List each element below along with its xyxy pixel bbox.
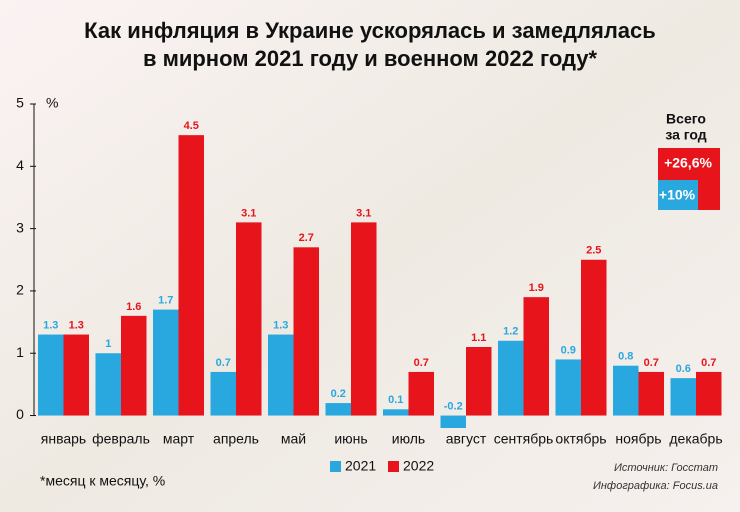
bar: [555, 359, 581, 416]
x-tick-label: сентябрь: [494, 431, 554, 447]
totals-2021: +10%: [659, 187, 696, 203]
value-label: 0.7: [644, 357, 659, 369]
bar: [383, 409, 409, 416]
legend-swatch: [330, 461, 341, 472]
footnote: *месяц к месяцу, %: [40, 473, 165, 489]
value-label: 1.2: [503, 326, 518, 338]
bar: [613, 365, 639, 416]
value-label: 1.3: [273, 319, 288, 331]
source: Инфографика: Focus.ua: [593, 480, 718, 492]
value-label: 0.9: [561, 344, 576, 356]
x-tick-label: май: [281, 431, 306, 447]
x-tick-label: июль: [392, 431, 425, 447]
x-tick-label: январь: [41, 431, 86, 447]
bar: [498, 340, 524, 416]
value-label: 0.7: [216, 357, 231, 369]
totals-title: Всего: [666, 111, 706, 127]
legend-label: 2022: [403, 458, 434, 474]
value-label: 1.3: [69, 319, 84, 331]
x-tick-label: август: [446, 431, 487, 447]
value-label: 1.1: [471, 332, 486, 344]
bar: [351, 222, 377, 416]
bar: [581, 259, 607, 416]
source: Источник: Госстат: [614, 462, 718, 474]
value-label: 1.9: [529, 282, 544, 294]
value-label: -0.2: [444, 400, 463, 412]
bar: [523, 297, 549, 416]
chart-title: Как инфляция в Украине ускорялась и заме…: [84, 18, 656, 43]
value-label: 4.5: [184, 120, 199, 132]
bar: [210, 371, 236, 416]
x-tick-label: март: [163, 431, 195, 447]
bar: [696, 371, 722, 416]
bar: [293, 247, 319, 416]
bar: [38, 334, 64, 416]
bar: [325, 403, 351, 416]
value-label: 0.2: [331, 388, 346, 400]
bar: [121, 315, 147, 416]
bar: [466, 347, 492, 416]
value-label: 0.1: [388, 394, 403, 406]
x-tick-label: июнь: [334, 431, 367, 447]
value-label: 0.8: [618, 351, 633, 363]
y-tick-label: 4: [16, 157, 24, 173]
y-tick-label: 0: [16, 406, 24, 422]
value-label: 2.5: [586, 245, 601, 257]
x-tick-label: февраль: [92, 431, 150, 447]
bar: [236, 222, 262, 416]
totals-title: за год: [665, 127, 706, 143]
value-label: 3.1: [356, 207, 371, 219]
bar: [153, 309, 179, 416]
bar: [408, 371, 434, 416]
value-label: 0.7: [701, 357, 716, 369]
bar: [63, 334, 89, 416]
legend-label: 2021: [345, 458, 376, 474]
value-label: 1.7: [158, 295, 173, 307]
bar: [440, 415, 466, 428]
y-tick-label: 1: [16, 344, 24, 360]
x-tick-label: апрель: [213, 431, 259, 447]
value-label: 0.7: [414, 357, 429, 369]
legend-swatch: [388, 461, 399, 472]
x-tick-label: ноябрь: [615, 431, 661, 447]
value-label: 2.7: [299, 232, 314, 244]
y-tick-label: 3: [16, 219, 24, 235]
value-label: 1.3: [43, 319, 58, 331]
value-label: 1.6: [126, 301, 141, 313]
value-label: 0.6: [676, 363, 691, 375]
x-tick-label: декабрь: [669, 431, 722, 447]
bar: [670, 378, 696, 416]
y-tick-label: 2: [16, 282, 24, 298]
bar: [638, 371, 664, 416]
value-label: 1: [105, 338, 111, 350]
bar: [178, 135, 204, 416]
totals-2022: +26,6%: [664, 155, 712, 171]
y-tick-label: 5: [16, 95, 24, 111]
chart-title: в мирном 2021 году и военном 2022 году*: [143, 46, 598, 71]
value-label: 3.1: [241, 207, 256, 219]
bar: [268, 334, 294, 416]
totals-box-2021: [658, 180, 698, 210]
y-unit: %: [46, 95, 58, 111]
bar: [95, 353, 121, 416]
x-tick-label: октябрь: [555, 431, 606, 447]
